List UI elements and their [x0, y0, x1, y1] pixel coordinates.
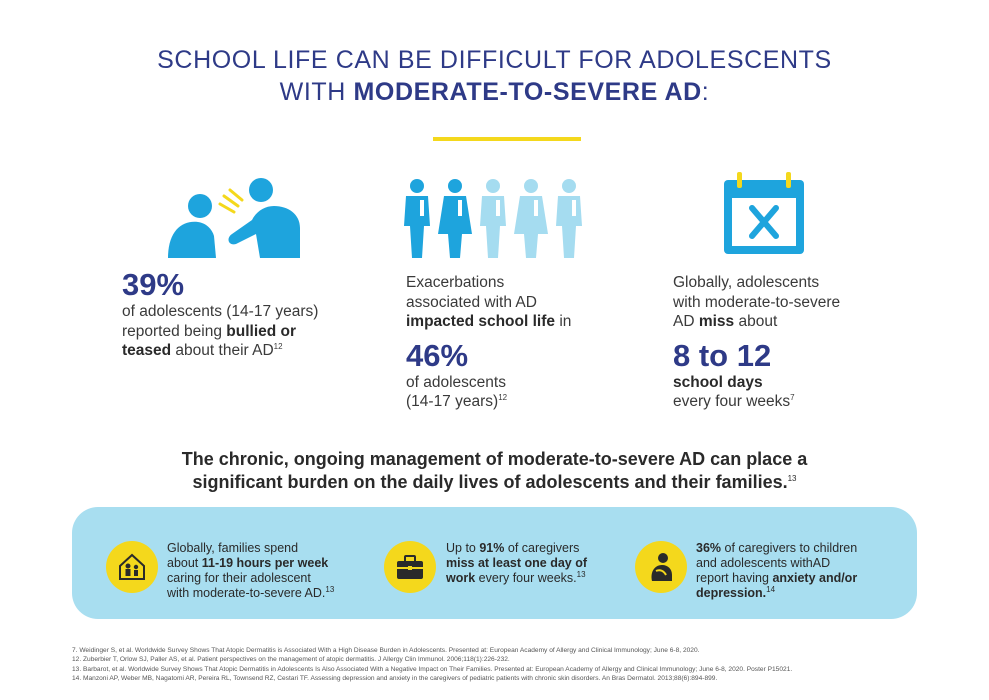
title-line-2: WITH MODERATE-TO-SEVERE AD: [0, 76, 989, 108]
stat-text-bold: miss [698, 313, 735, 330]
title-bold: MODERATE-TO-SEVERE AD [353, 78, 702, 106]
summary-line: The chronic, ongoing management of moder… [181, 449, 808, 469]
panel-text-prefix: Up to [446, 541, 480, 555]
students-group-icon [398, 178, 588, 260]
title-prefix: WITH [279, 78, 354, 106]
stat-text-bold: school days [673, 373, 763, 391]
bullying-icon [160, 176, 310, 261]
page-title: SCHOOL LIFE CAN BE DIFFICULT FOR ADOLESC… [0, 44, 989, 108]
stat-line: teased about their AD12 [122, 341, 372, 361]
panel-text-suffix: of caregivers to children [721, 541, 858, 555]
panel-line: depression.14 [696, 584, 896, 601]
stat-line: impacted school life in [406, 312, 636, 332]
panel-line: caring for their adolescent [167, 571, 311, 585]
stat-line: (14-17 years)12 [406, 392, 636, 412]
stat-line: AD miss about [673, 312, 903, 332]
stat-line: Exacerbations [406, 274, 505, 291]
summary-text: significant burden on the daily lives of… [192, 472, 788, 492]
panel-text-bold: anxiety and/or [772, 571, 858, 585]
family-home-icon [106, 541, 158, 593]
stat-line: Globally, adolescents [673, 274, 820, 291]
summary-line: significant burden on the daily lives of… [0, 471, 989, 494]
reference-marker: 13 [576, 569, 586, 579]
panel-text-suffix: of caregivers [504, 541, 580, 555]
stat-school-days: Globally, adolescents with moderate-to-s… [673, 273, 903, 412]
panel-line: work every four weeks.13 [446, 569, 636, 586]
summary-statement: The chronic, ongoing management of moder… [0, 448, 989, 494]
stat-line: of adolescents (14-17 years) [122, 303, 319, 320]
title-divider [433, 137, 581, 141]
stat-line: with moderate-to-severe [673, 293, 841, 311]
panel-text-prefix: report having [696, 571, 773, 585]
panel-item-hours: Globally, families spend about 11-19 hou… [167, 541, 377, 601]
stat-text: Globally, adolescents with moderate-to-s… [673, 273, 903, 332]
panel-line: miss at least one day of [446, 556, 636, 571]
stat-text: of adolescents (14-17 years) reported be… [122, 302, 372, 361]
stat-text: Exacerbations associated with AD impacte… [406, 273, 636, 332]
stat-line: reported being bullied or [122, 322, 372, 342]
stat-line: associated with AD [406, 293, 537, 311]
briefcase-icon [384, 541, 436, 593]
reference-item: 13. Barbarot, et al. Worldwide Survey Sh… [72, 665, 793, 673]
stat-text-suffix: about [734, 313, 778, 330]
panel-text: with moderate-to-severe AD. [167, 586, 326, 600]
stat-text-suffix: in [555, 313, 572, 330]
panel-text-bold: 11-19 hours per week [201, 556, 329, 570]
stat-text-bold: bullied or [226, 322, 297, 340]
references: 7. Weidinger S, et al. Worldwide Survey … [72, 646, 932, 684]
stat-text-prefix: AD [673, 313, 699, 330]
reference-marker: 12 [273, 341, 283, 351]
panel-text-bold: 91% [479, 541, 505, 555]
stat-text: school days every four weeks7 [673, 373, 903, 412]
panel-text-prefix: about [167, 556, 202, 570]
panel-text-bold: work [446, 571, 476, 585]
reference-item: 14. Manzoni AP, Weber MB, Nagatomi AR, P… [72, 675, 718, 683]
reference-marker: 13 [787, 474, 797, 483]
stat-text-prefix: reported being [122, 322, 227, 340]
title-line-1: SCHOOL LIFE CAN BE DIFFICULT FOR ADOLESC… [157, 46, 832, 74]
reference-marker: 12 [498, 392, 508, 402]
stat-school-life: Exacerbations associated with AD impacte… [406, 273, 636, 412]
calendar-missed-icon [722, 170, 806, 258]
panel-text-bold: miss at least one day of [446, 556, 588, 570]
panel-text-bold: depression. [696, 586, 767, 600]
stat-text-bold: impacted school life [406, 313, 556, 330]
stat-text-bold: teased [122, 342, 172, 359]
panel-line: Up to 91% of caregivers [446, 541, 636, 556]
panel-text-bold: 36% [696, 541, 722, 555]
reference-marker: 13 [325, 584, 335, 594]
stat-line: of adolescents [406, 373, 506, 391]
panel-line: about 11-19 hours per week [167, 556, 377, 571]
panel-line: report having anxiety and/or [696, 571, 896, 586]
stat-line: school days [673, 373, 903, 393]
stat-text-plain: (14-17 years) [406, 393, 499, 410]
panel-line: with moderate-to-severe AD.13 [167, 584, 377, 601]
caregiver-burden-panel [72, 507, 917, 619]
panel-line: Globally, families spend [167, 541, 299, 555]
panel-item-work: Up to 91% of caregivers miss at least on… [446, 541, 636, 586]
panel-item-anxiety: 36% of caregivers to children and adoles… [696, 541, 896, 601]
stat-value: 39% [122, 267, 185, 302]
panel-line: and adolescents withAD [696, 556, 831, 570]
stat-text-suffix: about their AD [171, 342, 274, 359]
reference-marker: 14 [766, 584, 776, 594]
stat-line: every four weeks7 [673, 392, 903, 412]
stat-value: 46% [406, 337, 469, 373]
stat-text: of adolescents (14-17 years)12 [406, 373, 636, 412]
panel-text-suffix: every four weeks. [475, 571, 577, 585]
stat-value: 8 to 12 [673, 337, 772, 373]
stat-bullied: 39% of adolescents (14-17 years) reporte… [122, 268, 372, 361]
panel-line: 36% of caregivers to children [696, 541, 896, 556]
reference-marker: 7 [790, 392, 795, 402]
stat-text-plain: every four weeks [673, 393, 791, 410]
reference-item: 12. Zuberbier T, Orlow SJ, Paller AS, et… [72, 656, 510, 664]
reference-item: 7. Weidinger S, et al. Worldwide Survey … [72, 647, 700, 654]
title-suffix: : [701, 78, 710, 106]
distressed-person-icon [635, 541, 687, 593]
